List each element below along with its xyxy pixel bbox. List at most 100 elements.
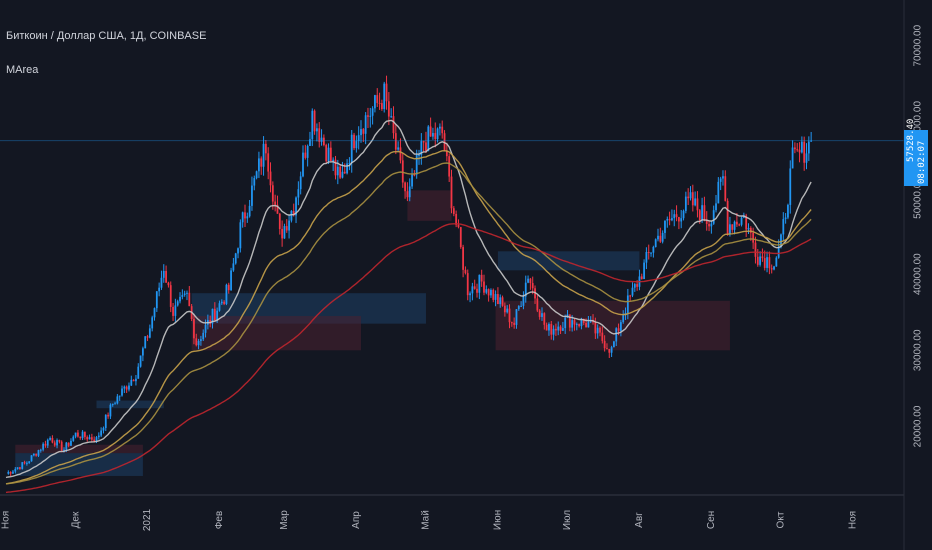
candle-body	[524, 282, 527, 297]
candle-body	[490, 289, 492, 296]
price-tick-label: 50000.00	[913, 177, 924, 219]
candle-body	[42, 443, 45, 450]
candle-body	[710, 223, 713, 227]
candle-body	[211, 308, 214, 324]
candle-body	[295, 197, 297, 216]
study-label[interactable]: MArea	[6, 64, 39, 76]
candle-body	[645, 252, 648, 263]
candle-body	[118, 395, 121, 397]
candle-body	[102, 427, 105, 431]
price-axis[interactable]: 20000.00 30000.00 40000.00 50000.00 60000.00…	[913, 24, 924, 447]
candle-body	[406, 191, 409, 198]
candle-body	[408, 186, 411, 198]
candle-body	[144, 336, 147, 349]
candle-body	[680, 218, 683, 222]
candle-body	[160, 277, 163, 288]
candle-body	[654, 239, 657, 247]
candle-body	[186, 292, 188, 294]
candle-body	[244, 212, 246, 219]
candle-body	[791, 147, 794, 169]
candle-body	[283, 226, 286, 239]
candle-body	[626, 295, 629, 313]
candle-body	[35, 453, 38, 456]
candle-body	[652, 246, 655, 253]
candle-body	[60, 441, 63, 451]
candle-body	[378, 102, 381, 104]
candle-body	[610, 347, 613, 353]
candle-body	[401, 160, 404, 183]
candle-body	[329, 147, 332, 162]
candle-body	[469, 293, 471, 296]
candle-body	[603, 340, 606, 349]
candles-layer	[7, 75, 813, 477]
candle-body	[404, 182, 406, 192]
candle-body	[766, 257, 768, 268]
candle-body	[735, 221, 738, 225]
candle-body	[550, 324, 553, 335]
candle-body	[251, 185, 253, 206]
candle-body	[348, 163, 351, 165]
candle-body	[339, 166, 342, 178]
candle-body	[271, 185, 274, 202]
candle-body	[568, 314, 571, 328]
candle-body	[225, 284, 228, 304]
candle-body	[197, 340, 200, 346]
candle-body	[72, 436, 75, 441]
time-tick-label: Апр	[351, 511, 362, 529]
candle-body	[141, 348, 144, 356]
candle-body	[246, 216, 249, 219]
candle-body	[167, 282, 170, 286]
candle-body	[564, 317, 567, 329]
candle-body	[346, 163, 348, 174]
candle-body	[675, 214, 678, 218]
moving-averages-layer	[5, 119, 812, 494]
time-axis[interactable]: Ноя Дек 2021 Фев Мар Апр Май Июн Июл Авг Сен Окт Ноя	[1, 508, 859, 531]
candle-body	[276, 204, 279, 214]
candle-body	[97, 435, 100, 438]
candle-body	[383, 83, 386, 110]
candle-body	[332, 159, 335, 162]
candle-body	[473, 286, 476, 289]
candle-body	[179, 296, 181, 302]
candle-body	[30, 455, 33, 462]
candle-body	[65, 442, 68, 450]
candle-body	[724, 176, 727, 201]
candle-body	[380, 103, 383, 110]
candle-body	[116, 396, 119, 404]
candle-body	[264, 143, 267, 154]
candle-body	[687, 196, 690, 199]
candle-body	[155, 291, 158, 309]
candle-body	[580, 318, 583, 327]
candle-body	[299, 176, 302, 190]
candle-body	[480, 274, 483, 282]
candle-body	[353, 134, 355, 149]
candle-body	[227, 284, 230, 291]
candle-body	[260, 158, 263, 167]
candle-body	[360, 129, 362, 136]
candle-body	[441, 126, 444, 134]
candle-body	[255, 171, 258, 179]
candle-body	[309, 139, 311, 146]
candle-body	[165, 270, 168, 283]
candle-body	[494, 294, 497, 300]
zone-red	[407, 190, 452, 221]
time-tick-label: Сен	[706, 511, 717, 529]
candle-body	[374, 95, 376, 109]
candle-body	[411, 174, 413, 187]
candle-body	[183, 293, 186, 295]
candle-body	[151, 317, 154, 329]
candle-body	[63, 449, 65, 451]
candle-body	[148, 328, 151, 338]
candle-body	[162, 270, 165, 278]
candle-body	[773, 266, 775, 270]
candle-body	[239, 222, 242, 249]
candle-body	[749, 227, 752, 233]
candle-body	[805, 153, 808, 163]
candle-body	[14, 468, 17, 472]
candle-body	[334, 159, 337, 176]
candle-body	[394, 133, 397, 150]
candle-body	[682, 210, 685, 219]
candle-body	[531, 283, 534, 289]
symbol-title[interactable]: Биткоин / Доллар США, 1Д, COINBASE	[6, 30, 207, 42]
